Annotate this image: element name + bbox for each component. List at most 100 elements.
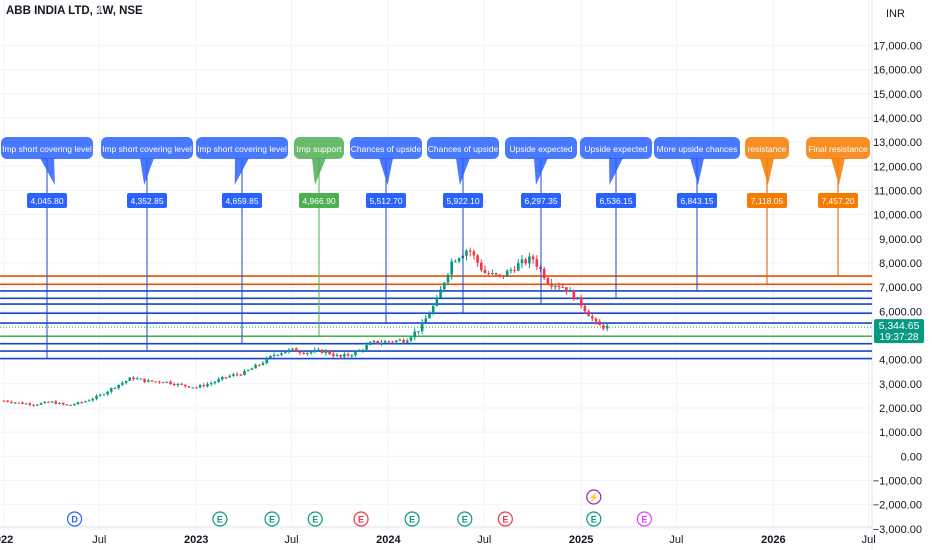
event-marker[interactable] — [586, 489, 602, 505]
annotation-bubble[interactable] — [505, 137, 577, 159]
events-row[interactable]: D E E E E E E E E E ⚡ — [66, 489, 652, 527]
annotation-callout[interactable]: Imp short covering level 4,045.80 — [1, 137, 93, 359]
level-value-tag[interactable] — [299, 193, 339, 208]
event-marker[interactable] — [636, 511, 652, 527]
earnings-event-icon[interactable]: E — [497, 511, 513, 527]
annotation-pointer — [609, 158, 623, 185]
last-price-badge-bg — [874, 319, 924, 344]
price-tick-label: 0.00 — [901, 451, 922, 463]
event-marker[interactable] — [497, 511, 513, 527]
candle-body — [561, 287, 564, 289]
level-value-tag[interactable] — [818, 193, 858, 208]
candle-body — [187, 386, 191, 388]
split-event-icon[interactable]: ⚡ — [586, 489, 602, 505]
candles[interactable] — [2, 247, 609, 407]
candle-body — [302, 352, 305, 354]
candle-body — [502, 275, 505, 277]
event-marker[interactable] — [66, 511, 83, 527]
annotation-callout[interactable]: Imp support 4,966.90 — [294, 137, 344, 337]
candle-body — [261, 363, 265, 365]
candle-body — [339, 354, 342, 357]
annotation-bubble[interactable] — [294, 137, 344, 159]
event-marker[interactable] — [307, 511, 323, 527]
candle-body — [87, 400, 91, 402]
candle-body — [139, 378, 143, 380]
candle-body — [402, 339, 405, 343]
event-marker[interactable] — [212, 511, 228, 527]
candle-body — [520, 259, 524, 264]
event-marker[interactable] — [586, 511, 602, 527]
annotation-callout[interactable]: Chances of upside 5,512.70 — [350, 137, 422, 324]
event-marker[interactable] — [404, 511, 420, 527]
price-axis[interactable]: 17,000.00 16,000.00 15,000.00 14,000.00 13,0… — [873, 40, 922, 535]
event-label: E — [269, 515, 275, 525]
event-marker[interactable] — [457, 511, 473, 527]
annotation-bubble[interactable] — [806, 137, 870, 159]
candle-body — [246, 369, 250, 371]
earnings-event-icon[interactable]: E — [264, 511, 280, 527]
candle-body — [431, 305, 435, 314]
earnings-event-icon[interactable]: E — [636, 511, 652, 527]
candle-body — [387, 341, 391, 343]
candle-body — [43, 401, 46, 404]
grid — [0, 0, 872, 530]
annotation-bubble[interactable] — [196, 137, 288, 159]
level-value-tag[interactable] — [521, 193, 561, 208]
annotation-bubble[interactable] — [427, 137, 499, 159]
event-marker[interactable] — [353, 511, 369, 527]
annotation-bubble[interactable] — [654, 137, 740, 159]
candle-body — [84, 401, 87, 403]
price-tick-label: 9,000.00 — [879, 234, 922, 246]
candle-body — [276, 354, 280, 356]
price-tick-label: 4,000.00 — [879, 355, 922, 367]
earnings-event-icon[interactable]: E — [457, 511, 473, 527]
candle-body — [476, 255, 479, 263]
annotation-callout[interactable]: More upside chances 6,843.15 — [654, 137, 740, 291]
price-tick-label: 6,000.00 — [879, 306, 922, 318]
candle-body — [95, 395, 98, 399]
candle-body — [409, 337, 413, 341]
level-value-tag[interactable] — [443, 193, 483, 208]
candle-body — [465, 250, 468, 256]
price-tick-label: 10,000.00 — [873, 210, 922, 222]
candle-body — [335, 354, 339, 357]
annotation-callout[interactable]: Upside expected 6,297.35 — [505, 137, 577, 305]
annotation-bubble[interactable] — [745, 137, 789, 159]
annotation-bubble[interactable] — [101, 137, 193, 159]
earnings-event-icon[interactable]: E — [212, 511, 228, 527]
candle-body — [102, 394, 106, 396]
earnings-event-icon[interactable]: E — [404, 511, 420, 527]
level-value-tag[interactable] — [366, 193, 406, 208]
candle-body — [417, 331, 420, 333]
level-value-tag[interactable] — [27, 193, 67, 208]
level-value-tag[interactable] — [222, 193, 262, 208]
level-value-tag[interactable] — [747, 193, 787, 208]
event-marker[interactable] — [264, 511, 280, 527]
annotation-callout[interactable]: Imp short covering level 4,659.85 — [196, 137, 288, 344]
level-value-tag[interactable] — [127, 193, 167, 208]
earnings-event-icon[interactable]: E — [586, 511, 602, 527]
level-value-tag[interactable] — [596, 193, 636, 208]
earnings-event-icon[interactable]: E — [307, 511, 323, 527]
annotation-callout[interactable]: Upside expected 6,536.15 — [580, 137, 652, 299]
price-tick-label: 16,000.00 — [873, 65, 922, 77]
bar-countdown: 19:37:28 — [880, 332, 919, 343]
chart-symbol-title[interactable]: ABB INDIA LTD, 1W, NSE — [6, 5, 143, 17]
dividend-event-icon[interactable]: D — [66, 511, 83, 527]
annotation-callout[interactable]: Final resistance 7,457.20 — [806, 137, 870, 277]
annotation-callout[interactable]: resistance 7,118.05 — [745, 137, 789, 285]
level-value-text: 4,045.80 — [30, 196, 63, 206]
event-label: ⚡ — [588, 492, 599, 504]
price-tick-label: 17,000.00 — [873, 40, 922, 52]
annotation-bubble[interactable] — [350, 137, 422, 159]
time-axis[interactable]: 022 Jul 2023 Jul 2024 Jul 2025 Jul 2026 Jul — [0, 534, 876, 546]
annotation-text: Chances of upside — [351, 144, 422, 154]
earnings-event-icon[interactable]: E — [353, 511, 369, 527]
level-value-tag[interactable] — [677, 193, 717, 208]
annotation-callout[interactable]: Imp short covering level 4,352.85 — [101, 137, 193, 352]
annotation-bubble[interactable] — [1, 137, 93, 159]
annotation-callout[interactable]: Chances of upside 5,922.10 — [427, 137, 499, 314]
annotation-bubble[interactable] — [580, 137, 652, 159]
